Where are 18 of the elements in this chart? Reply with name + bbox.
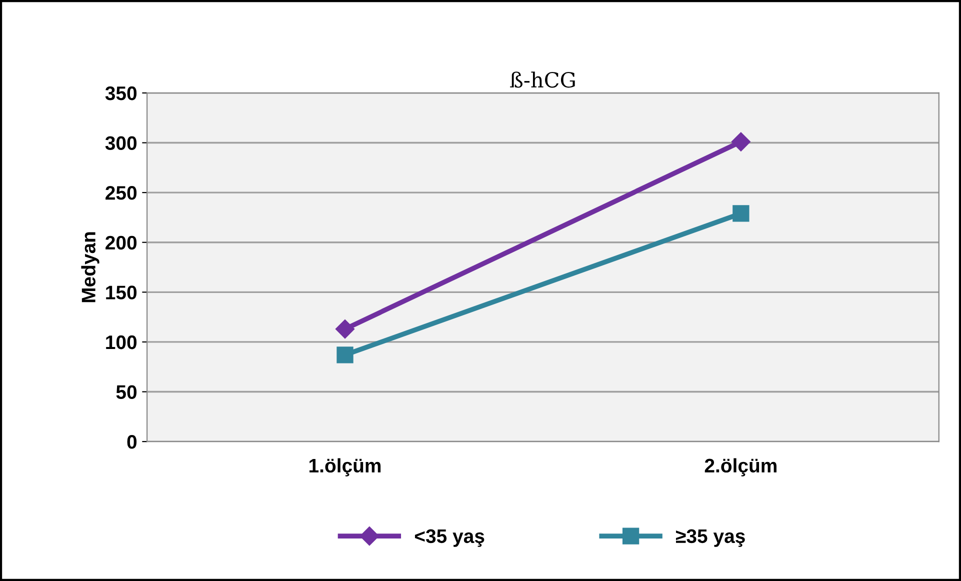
x-tick-label: 1.ölçüm (309, 458, 381, 476)
y-tick-label: 100 (106, 335, 137, 350)
y-axis-title: Medyan (81, 232, 100, 302)
y-tick-label: 300 (105, 136, 137, 150)
point (731, 132, 750, 152)
x-tick-label: 2.ölçüm (704, 458, 776, 476)
y-tick-label: 50 (116, 385, 137, 399)
chart-title: ß-hCG (510, 72, 575, 88)
y-tick-label: 250 (106, 186, 137, 200)
y-tick-label: 150 (106, 286, 137, 300)
legend-label: ≥35 yaş (676, 529, 745, 547)
y-tick-label: 0 (127, 435, 137, 449)
legend-label: <35 yaş (414, 529, 484, 547)
point (732, 205, 750, 222)
y-tick-label: 350 (105, 86, 137, 100)
y-tick-label: 200 (106, 236, 137, 250)
point (335, 319, 355, 339)
point (336, 346, 354, 364)
